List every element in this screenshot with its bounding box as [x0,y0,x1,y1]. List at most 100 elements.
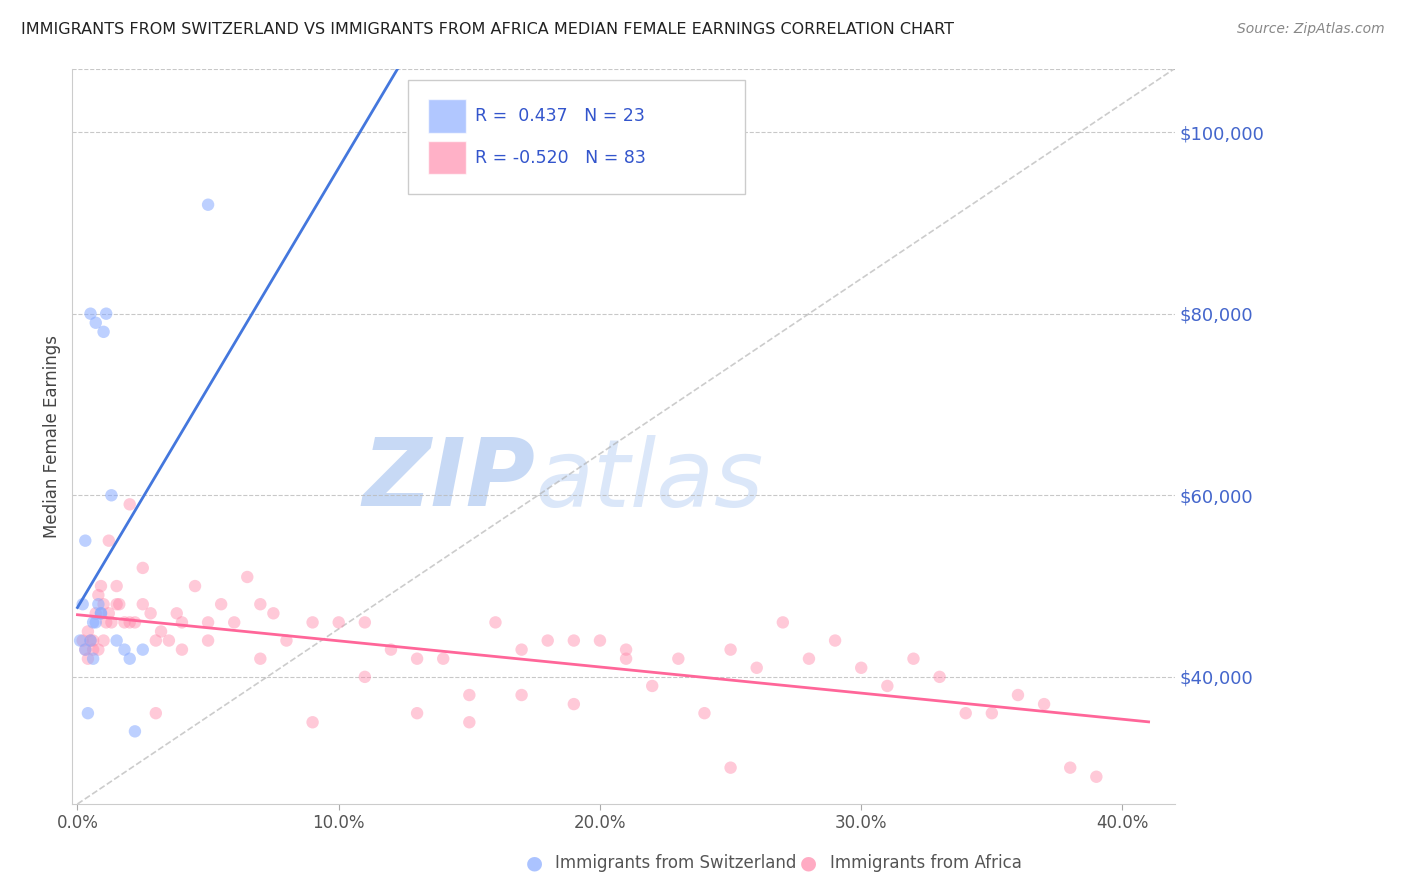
Point [772,615,794,630]
Point [510,642,533,657]
Point [197,615,219,630]
Point [301,615,323,630]
Point [145,706,167,721]
Point [432,651,454,665]
Point [93,597,115,611]
Point [170,615,193,630]
Point [77,651,100,665]
Text: R = -0.520   N = 83: R = -0.520 N = 83 [475,148,645,167]
Point [108,597,131,611]
Point [97,607,120,621]
Point [720,642,742,657]
Point [79,307,101,321]
Point [69,633,91,648]
Point [93,633,115,648]
Point [96,307,118,321]
Point [87,642,110,657]
Point [166,607,188,621]
Y-axis label: Median Female Earnings: Median Female Earnings [44,334,60,538]
Point [77,624,100,639]
Point [82,615,104,630]
Point [614,651,637,665]
Point [118,651,141,665]
Point [562,633,585,648]
Point [641,679,664,693]
Text: IMMIGRANTS FROM SWITZERLAND VS IMMIGRANTS FROM AFRICA MEDIAN FEMALE EARNINGS COR: IMMIGRANTS FROM SWITZERLAND VS IMMIGRANT… [21,22,955,37]
FancyBboxPatch shape [429,99,465,133]
Point [145,633,167,648]
Point [249,597,271,611]
Point [406,706,429,721]
Point [72,597,94,611]
Point [75,642,97,657]
Text: Immigrants from Africa: Immigrants from Africa [830,855,1021,872]
Point [537,633,560,648]
Point [745,661,768,675]
Point [124,724,146,739]
Point [90,607,112,621]
FancyBboxPatch shape [429,141,465,175]
Point [90,579,112,593]
Point [118,615,141,630]
Point [353,670,375,684]
Point [903,651,925,665]
Point [170,642,193,657]
Point [132,642,155,657]
Point [276,633,298,648]
Point [184,579,207,593]
Point [84,615,107,630]
Point [105,597,128,611]
Point [224,615,246,630]
Point [197,633,219,648]
Point [75,533,97,548]
Point [124,615,146,630]
Point [1033,697,1056,711]
Point [82,633,104,648]
Point [87,588,110,602]
Point [87,597,110,611]
Point [262,607,284,621]
Point [100,615,122,630]
Point [406,651,429,665]
FancyBboxPatch shape [409,79,745,194]
Point [589,633,612,648]
Text: Immigrants from Switzerland: Immigrants from Switzerland [555,855,797,872]
Point [72,633,94,648]
Text: ●: ● [526,854,543,873]
Point [510,688,533,702]
Point [105,633,128,648]
Point [458,715,481,730]
Point [209,597,232,611]
Point [139,607,162,621]
Point [97,533,120,548]
Point [150,624,173,639]
Point [132,561,155,575]
Point [118,497,141,511]
Text: atlas: atlas [536,435,763,526]
Point [157,633,180,648]
Point [797,651,820,665]
Point [458,688,481,702]
Point [1059,761,1081,775]
Point [693,706,716,721]
Point [79,633,101,648]
Point [1085,770,1108,784]
Point [82,642,104,657]
Point [484,615,506,630]
Point [93,325,115,339]
Point [79,633,101,648]
Point [980,706,1002,721]
Point [1007,688,1029,702]
Point [328,615,350,630]
Point [876,679,898,693]
Point [720,761,742,775]
Point [562,697,585,711]
Point [301,715,323,730]
Point [75,642,97,657]
Point [105,579,128,593]
Point [100,488,122,502]
Point [380,642,402,657]
Point [114,642,136,657]
Point [132,597,155,611]
Point [90,607,112,621]
